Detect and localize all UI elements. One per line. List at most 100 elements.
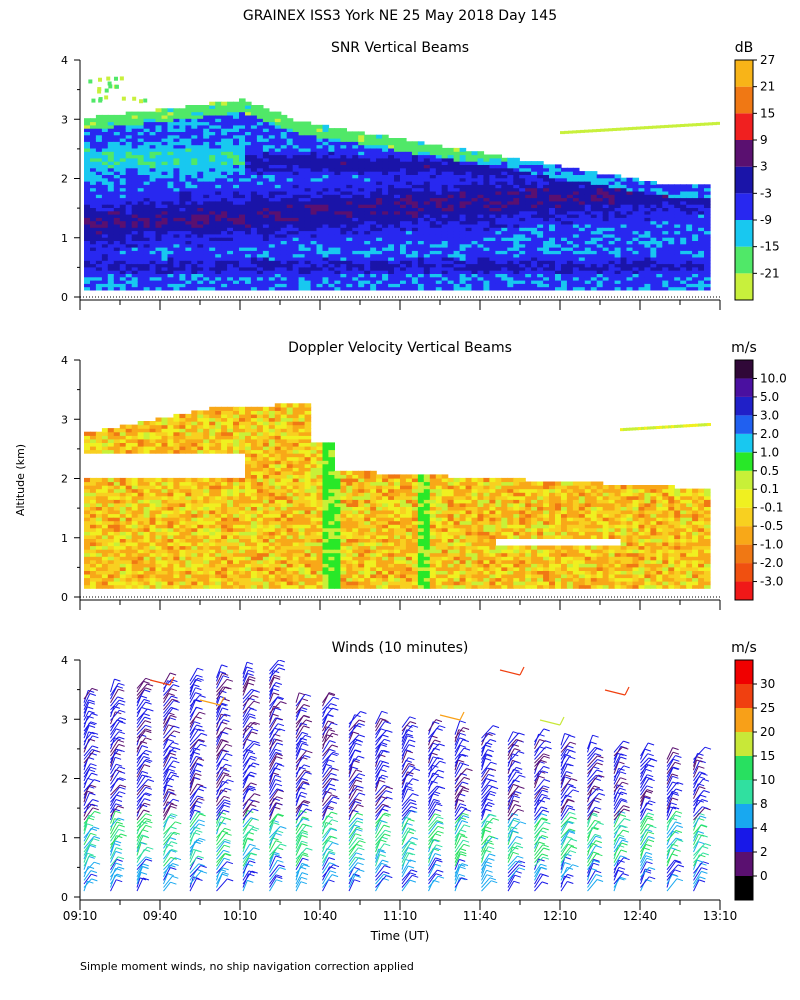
snr-axes: 0 1 2 3 4 [61, 54, 721, 310]
colorbar-label: -3.0 [760, 575, 783, 589]
colorbar-label: 2 [760, 845, 768, 859]
colorbar-swatch [735, 684, 753, 708]
colorbar-label: 20 [760, 725, 775, 739]
y-tick-label: 2 [61, 473, 68, 486]
colorbar-swatch [735, 113, 753, 140]
colorbar-swatch [735, 470, 753, 490]
x-tick-label: 10:40 [303, 909, 338, 923]
x-tick-label: 10:10 [223, 909, 258, 923]
colorbar-label: 9 [760, 133, 768, 147]
colorbar-swatch [735, 489, 753, 508]
snr-heatmap [84, 76, 720, 291]
colorbar-label: -0.1 [760, 501, 783, 515]
colorbar-swatch [735, 732, 753, 756]
colorbar-swatch [735, 876, 753, 900]
colorbar-label: 25 [760, 701, 775, 715]
x-tick-label: 13:10 [703, 909, 738, 923]
colorbar-label: -21 [760, 266, 780, 280]
colorbar-swatch [735, 396, 753, 416]
y-tick-label: 1 [61, 832, 68, 845]
x-tick-label: 11:40 [463, 909, 498, 923]
snr-colorbar-unit: dB [735, 40, 754, 56]
colorbar-swatch [735, 526, 753, 545]
snr-title: SNR Vertical Beams [331, 40, 469, 56]
colorbar-label: 3 [760, 160, 768, 174]
snr-panel: SNR Vertical Beams 0 1 2 3 4 dB -21 -15 -9 -3 3 9… [61, 40, 780, 310]
y-tick-label: 0 [61, 891, 68, 904]
x-tick-label: 11:10 [383, 909, 418, 923]
x-axis-label: Time (UT) [370, 929, 430, 943]
colorbar-label: 30 [760, 677, 775, 691]
winds-colorbar-unit: m/s [731, 640, 757, 656]
doppler-title: Doppler Velocity Vertical Beams [288, 340, 512, 356]
colorbar-label: 0.5 [760, 464, 779, 478]
colorbar-label: 4 [760, 821, 768, 835]
colorbar-label: 0 [760, 869, 768, 883]
colorbar-label: 10 [760, 773, 775, 787]
footnote: Simple moment winds, no ship navigation … [80, 960, 414, 973]
y-tick-label: 4 [61, 54, 68, 67]
y-tick-label: 4 [61, 354, 68, 367]
colorbar-label: -1.0 [760, 538, 783, 552]
doppler-axes: 0 1 2 3 4 [61, 354, 721, 610]
y-tick-label: 2 [61, 773, 68, 786]
colorbar-label: 2.0 [760, 427, 779, 441]
colorbar-label: 15 [760, 749, 775, 763]
colorbar-swatch [735, 452, 753, 471]
snr-colorbar: -21 -15 -9 -3 3 9 15 21 27 [734, 53, 780, 301]
colorbar-label: 21 [760, 80, 775, 94]
colorbar-swatch [735, 708, 753, 732]
colorbar-swatch [735, 804, 753, 828]
colorbar-label: -0.5 [760, 519, 783, 533]
colorbar-swatch [735, 140, 753, 167]
colorbar-swatch [735, 544, 753, 564]
colorbar-swatch [735, 360, 753, 379]
colorbar-swatch [735, 415, 753, 434]
y-tick-label: 4 [61, 654, 68, 667]
x-tick-label: 09:10 [63, 909, 98, 923]
colorbar-swatch [735, 780, 753, 804]
colorbar-swatch [735, 273, 753, 300]
winds-title: Winds (10 minutes) [332, 640, 469, 656]
colorbar-swatch [735, 86, 753, 114]
x-tick-label: 12:10 [543, 909, 578, 923]
y-tick-label: 0 [61, 291, 68, 304]
y-tick-label: 0 [61, 591, 68, 604]
colorbar-swatch [735, 378, 753, 397]
colorbar-swatch [735, 193, 753, 220]
x-tick-label: 09:40 [143, 909, 178, 923]
y-axis-label: Altitude (km) [14, 444, 27, 516]
colorbar-label: 10.0 [760, 371, 787, 385]
y-tick-label: 3 [61, 113, 68, 126]
colorbar-label: -2.0 [760, 556, 783, 570]
winds-colorbar: 0 2 4 8 10 15 20 25 30 [734, 659, 775, 901]
colorbar-swatch [735, 660, 753, 684]
wind-barbs [83, 660, 712, 892]
colorbar-swatch [735, 507, 753, 527]
colorbar-swatch [735, 756, 753, 780]
doppler-panel: Doppler Velocity Vertical Beams 0 1 2 3 4 m/… [61, 340, 787, 610]
colorbar-swatch [735, 166, 753, 194]
y-tick-label: 2 [61, 173, 68, 186]
winds-panel: Winds (10 minutes) 0 1 2 3 4 09:10 09:40 10:10 1… [61, 640, 775, 943]
colorbar-swatch [735, 828, 753, 852]
y-tick-label: 1 [61, 232, 68, 245]
figure-title: GRAINEX ISS3 York NE 25 May 2018 Day 145 [243, 8, 557, 24]
colorbar-label: 15 [760, 106, 775, 120]
colorbar-label: -9 [760, 213, 772, 227]
winds-axes: 0 1 2 3 4 09:10 09:40 10:10 10:40 11:10 11:40 12:10… [61, 654, 737, 923]
colorbar-swatch [735, 433, 753, 453]
colorbar-swatch [735, 563, 753, 582]
colorbar-label: 27 [760, 53, 775, 67]
colorbar-label: 8 [760, 797, 768, 811]
colorbar-swatch [735, 60, 753, 87]
colorbar-label: 3.0 [760, 408, 779, 422]
colorbar-label: -3 [760, 186, 772, 200]
colorbar-swatch [735, 246, 753, 274]
x-tick-label: 12:40 [623, 909, 658, 923]
y-tick-label: 3 [61, 413, 68, 426]
colorbar-label: 0.1 [760, 482, 779, 496]
doppler-colorbar: -3.0 -2.0 -1.0 -0.5 -0.1 0.1 0.5 1.0 2.0 3.0 5.0 10… [734, 359, 787, 601]
colorbar-swatch [735, 581, 753, 600]
